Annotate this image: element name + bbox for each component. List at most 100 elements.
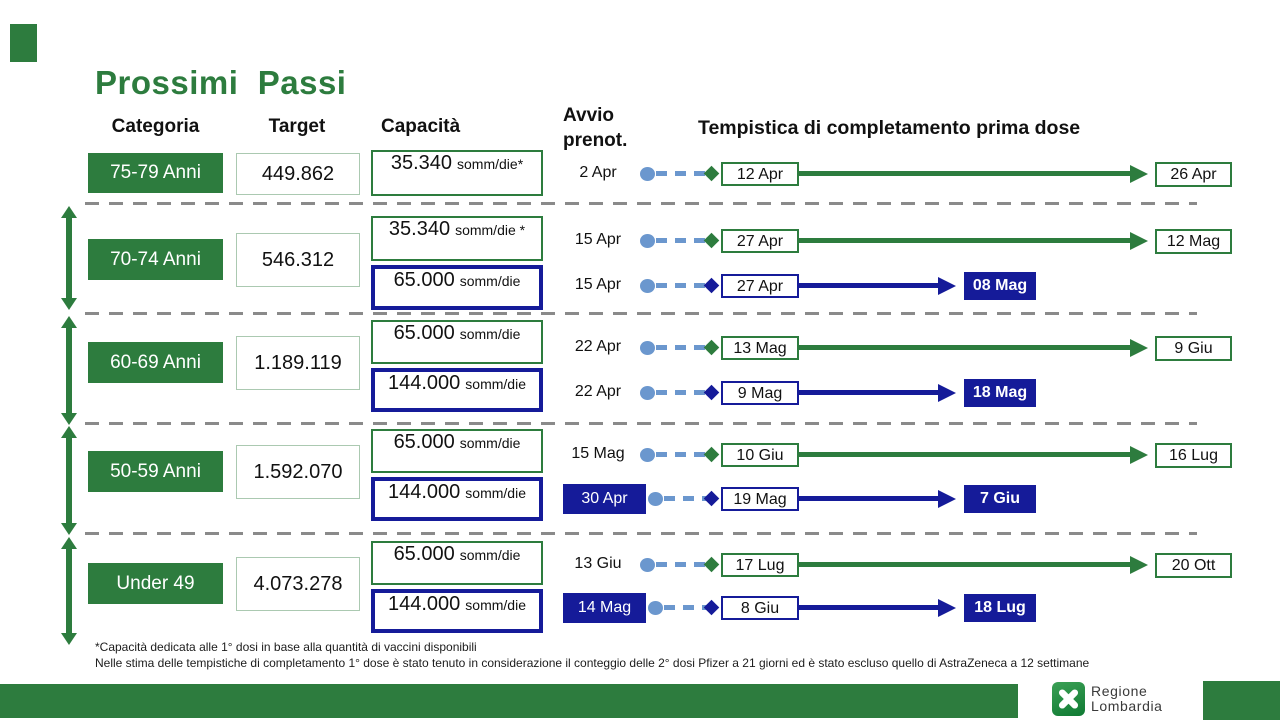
capacity-box: 35.340 somm/die* bbox=[371, 150, 543, 196]
column-header-capacita: Capacità bbox=[381, 116, 461, 137]
capacity-unit: somm/die * bbox=[455, 222, 526, 238]
capacity-value: 35.340 bbox=[390, 152, 453, 174]
timeline-arrow-line bbox=[799, 496, 939, 501]
diamond-marker-icon bbox=[703, 556, 720, 573]
arrowhead-icon bbox=[1130, 165, 1148, 183]
start-date-box: 10 Giu bbox=[721, 443, 799, 467]
arrowhead-icon bbox=[1130, 446, 1148, 464]
column-header-avvio-prenot: Avvio prenot. bbox=[563, 105, 628, 151]
separator-line bbox=[85, 532, 1197, 535]
timeline-arrow-line bbox=[799, 452, 1131, 457]
booking-start-dot-icon bbox=[648, 492, 663, 506]
page-title: Prossimi Passi bbox=[95, 64, 347, 101]
dashed-wait-connector bbox=[656, 390, 708, 395]
booking-start-dot-icon bbox=[640, 448, 655, 462]
start-date-box: 19 Mag bbox=[721, 487, 799, 511]
capacity-unit: somm/die bbox=[465, 597, 526, 613]
logo-text-line1: Regione bbox=[1091, 683, 1148, 699]
target-box: 546.312 bbox=[236, 233, 360, 287]
arrowhead-icon bbox=[1130, 232, 1148, 250]
booking-start-dot-icon bbox=[640, 558, 655, 572]
arrowhead-icon bbox=[1130, 556, 1148, 574]
capacity-box: 65.000 somm/die bbox=[371, 320, 543, 364]
start-date-box: 12 Apr bbox=[721, 162, 799, 186]
end-date-box: 18 Mag bbox=[964, 379, 1036, 407]
booking-date-box: 14 Mag bbox=[563, 593, 646, 623]
timeline-arrow-line bbox=[799, 605, 939, 610]
diamond-marker-icon bbox=[703, 339, 720, 356]
arrowhead-icon bbox=[938, 277, 956, 295]
timeline-row: 15 Apr 27 Apr 12 Mag bbox=[0, 225, 1280, 257]
dashed-wait-connector bbox=[656, 452, 708, 457]
timeline-arrow-line bbox=[799, 171, 1131, 176]
diamond-marker-icon bbox=[703, 599, 720, 616]
vertical-range-arrow bbox=[61, 316, 77, 425]
dashed-wait-connector bbox=[656, 345, 708, 350]
capacity-unit: somm/die bbox=[465, 376, 526, 392]
vertical-range-arrow bbox=[61, 206, 77, 310]
logo-text-line2: Lombardia bbox=[1091, 698, 1163, 714]
capacity-value: 65.000 bbox=[393, 543, 455, 565]
footnote-capacity: *Capacità dedicata alle 1° dosi in base … bbox=[95, 640, 477, 654]
booking-date-label: 2 Apr bbox=[579, 164, 617, 181]
corner-accent-bottom-right bbox=[1203, 681, 1280, 720]
booking-start-dot-icon bbox=[648, 601, 663, 615]
corner-accent-top-left bbox=[10, 24, 37, 62]
diamond-marker-icon bbox=[703, 490, 720, 507]
diamond-marker-icon bbox=[703, 384, 720, 401]
capacity-value: 65.000 bbox=[393, 322, 455, 344]
regione-lombardia-logo-icon bbox=[1052, 682, 1085, 716]
start-date-box: 9 Mag bbox=[721, 381, 799, 405]
booking-date-label: 15 Apr bbox=[574, 231, 622, 248]
dashed-wait-connector bbox=[656, 238, 708, 243]
timeline-row: 13 Giu 17 Lug 20 Ott bbox=[0, 549, 1280, 581]
timeline-row: 15 Apr 27 Apr 08 Mag bbox=[0, 270, 1280, 302]
diamond-marker-icon bbox=[703, 446, 720, 463]
end-date-box: 9 Giu bbox=[1155, 336, 1232, 361]
booking-date-label: 22 Apr bbox=[574, 383, 622, 400]
start-date-box: 8 Giu bbox=[721, 596, 799, 620]
timeline-row: 14 Mag 8 Giu 18 Lug bbox=[0, 592, 1280, 624]
end-date-box: 16 Lug bbox=[1155, 443, 1232, 468]
target-box: 4.073.278 bbox=[236, 557, 360, 611]
rosa-camuna-icon bbox=[1058, 689, 1079, 709]
end-date-box: 08 Mag bbox=[964, 272, 1036, 300]
timeline-row: 2 Apr 12 Apr 26 Apr bbox=[0, 158, 1280, 190]
start-date-box: 27 Apr bbox=[721, 229, 799, 253]
capacity-value: 65.000 bbox=[393, 269, 455, 291]
timeline-arrow-line bbox=[799, 283, 939, 288]
category-box: 50-59 Anni bbox=[88, 451, 223, 492]
vertical-range-arrow bbox=[61, 426, 77, 535]
booking-date-label: 13 Giu bbox=[574, 555, 622, 572]
capacity-box: 65.000 somm/die bbox=[371, 429, 543, 473]
capacity-unit: somm/die bbox=[465, 485, 526, 501]
arrowhead-icon bbox=[1130, 339, 1148, 357]
capacity-box: 65.000 somm/die bbox=[371, 265, 543, 310]
timeline-arrow-line bbox=[799, 562, 1131, 567]
dashed-wait-connector bbox=[664, 605, 708, 610]
timeline-arrow-line bbox=[799, 238, 1131, 243]
timeline-arrow-line bbox=[799, 345, 1131, 350]
timeline-row: 30 Apr 19 Mag 7 Giu bbox=[0, 483, 1280, 515]
arrowhead-icon bbox=[938, 599, 956, 617]
start-date-box: 13 Mag bbox=[721, 336, 799, 360]
capacity-unit: somm/die bbox=[459, 435, 521, 451]
footnote-timing: Nelle stima delle tempistiche di complet… bbox=[95, 656, 1090, 670]
start-date-box: 27 Apr bbox=[721, 274, 799, 298]
timeline-row: 22 Apr 13 Mag 9 Giu bbox=[0, 332, 1280, 364]
capacity-value: 35.340 bbox=[388, 218, 451, 240]
arrowhead-icon bbox=[938, 490, 956, 508]
separator-line bbox=[85, 202, 1197, 205]
booking-date-label: 22 Apr bbox=[574, 338, 622, 355]
capacity-box: 144.000 somm/die bbox=[371, 368, 543, 412]
capacity-value: 144.000 bbox=[388, 372, 461, 394]
capacity-box: 144.000 somm/die bbox=[371, 589, 543, 633]
booking-date-label: 15 Apr bbox=[574, 276, 622, 293]
capacity-unit: somm/die bbox=[459, 273, 521, 289]
dashed-wait-connector bbox=[656, 171, 708, 176]
capacity-unit: somm/die* bbox=[457, 156, 524, 172]
target-box: 1.189.119 bbox=[236, 336, 360, 390]
booking-start-dot-icon bbox=[640, 386, 655, 400]
category-box: 60-69 Anni bbox=[88, 342, 223, 383]
category-box: Under 49 bbox=[88, 563, 223, 604]
